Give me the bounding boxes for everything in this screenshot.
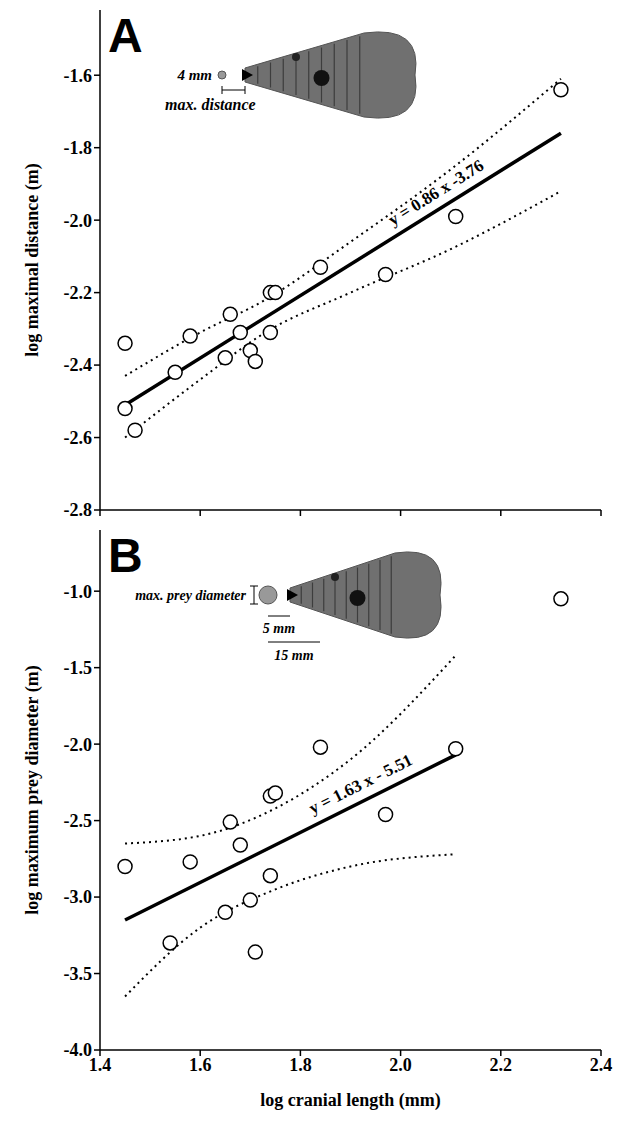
svg-text:-4.0: -4.0: [64, 1040, 93, 1060]
svg-text:log maximum prey diameter (m): log maximum prey diameter (m): [22, 665, 43, 914]
svg-text:2.4: 2.4: [590, 1055, 613, 1075]
svg-text:B: B: [108, 529, 143, 582]
svg-text:-3.0: -3.0: [64, 887, 93, 907]
svg-text:1.4: 1.4: [89, 1055, 112, 1075]
svg-text:15 mm: 15 mm: [274, 648, 313, 663]
svg-text:log cranial length (mm): log cranial length (mm): [260, 1090, 440, 1111]
svg-text:max. prey diameter: max. prey diameter: [135, 588, 246, 603]
svg-text:y = 1.63 x - 5.51: y = 1.63 x - 5.51: [306, 750, 416, 818]
svg-text:1.6: 1.6: [189, 1055, 212, 1075]
svg-text:2.2: 2.2: [490, 1055, 513, 1075]
svg-text:-1.0: -1.0: [64, 582, 93, 602]
svg-text:-2.8: -2.8: [64, 500, 93, 520]
svg-text:-2.0: -2.0: [64, 735, 93, 755]
svg-text:-2.4: -2.4: [64, 355, 93, 375]
svg-text:max. distance: max. distance: [165, 96, 256, 113]
svg-text:-1.8: -1.8: [64, 138, 93, 158]
svg-text:-1.6: -1.6: [64, 66, 93, 86]
svg-text:y = 0.86 x -3.76: y = 0.86 x -3.76: [385, 156, 487, 230]
svg-text:4 mm: 4 mm: [176, 67, 212, 83]
svg-text:-2.0: -2.0: [64, 211, 93, 231]
svg-text:5 mm: 5 mm: [263, 621, 295, 636]
svg-text:log maximal distance (m): log maximal distance (m): [22, 163, 43, 356]
svg-text:-3.5: -3.5: [64, 964, 93, 984]
svg-text:-2.6: -2.6: [64, 428, 93, 448]
svg-text:-2.5: -2.5: [64, 811, 93, 831]
svg-text:-2.2: -2.2: [64, 283, 93, 303]
svg-text:1.8: 1.8: [289, 1055, 312, 1075]
svg-text:2.0: 2.0: [389, 1055, 412, 1075]
svg-text:A: A: [108, 9, 143, 62]
svg-text:-1.5: -1.5: [64, 658, 93, 678]
